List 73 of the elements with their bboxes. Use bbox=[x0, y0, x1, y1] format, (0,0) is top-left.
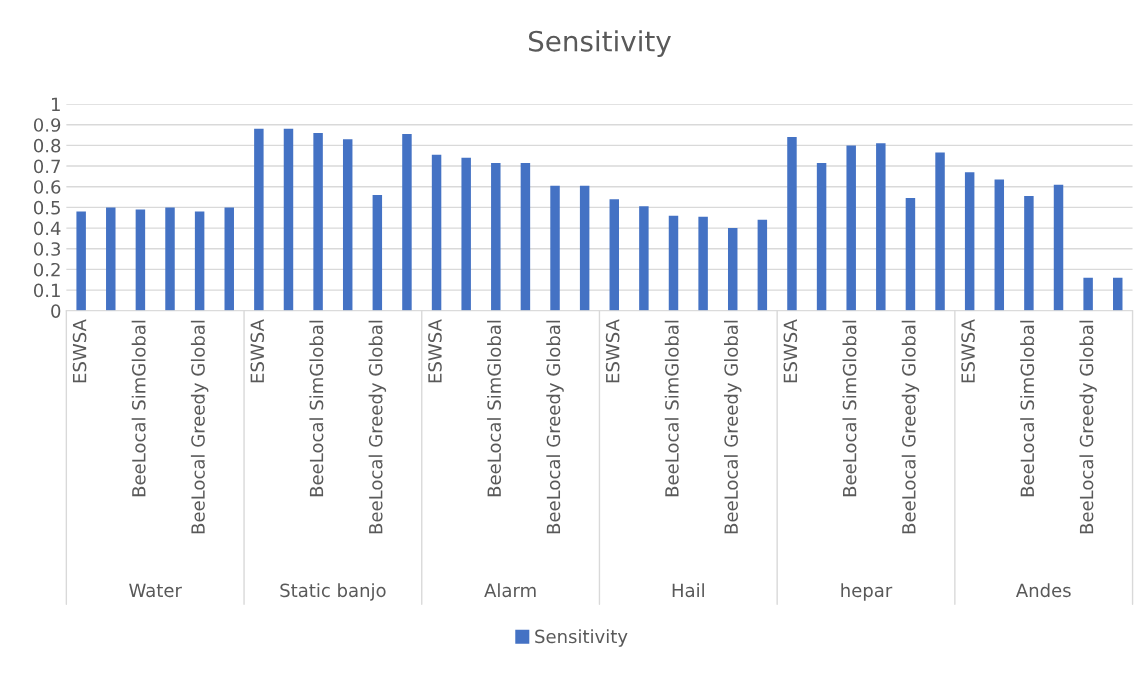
bar bbox=[757, 219, 768, 311]
x-tick-label: BeeLocal SimGlobal bbox=[664, 320, 679, 497]
bar bbox=[905, 198, 916, 311]
y-tick-label: 0.2 bbox=[33, 262, 60, 277]
bar bbox=[876, 143, 886, 311]
y-tick-label: 0.8 bbox=[33, 138, 61, 153]
x-tick-label: ESWSA bbox=[72, 319, 87, 383]
bar bbox=[431, 154, 442, 311]
x-tick-label: BeeLocal SimGlobal bbox=[487, 320, 502, 497]
bar bbox=[668, 215, 679, 311]
bar bbox=[846, 145, 856, 311]
x-tick-label: BeeLocal SimGlobal bbox=[309, 320, 324, 497]
chart-title: Sensitivity bbox=[528, 30, 671, 58]
bar bbox=[1083, 277, 1093, 311]
y-tick-label: 0.7 bbox=[33, 159, 60, 174]
bar bbox=[1053, 184, 1064, 311]
x-tick-label: BeeLocal Greedy Global bbox=[1079, 320, 1097, 534]
y-tick-label: 0.3 bbox=[33, 242, 61, 256]
bar bbox=[639, 206, 649, 311]
x-tick-label: BeeLocal SimGlobal bbox=[1020, 320, 1035, 497]
x-tick-label: BeeLocal SimGlobal bbox=[131, 320, 146, 497]
x-tick-label: ESWSA bbox=[605, 319, 620, 383]
bar bbox=[106, 207, 116, 311]
bar bbox=[787, 137, 797, 311]
bar bbox=[254, 128, 264, 311]
bar bbox=[165, 207, 175, 311]
bar bbox=[964, 172, 975, 311]
bar bbox=[698, 216, 708, 311]
y-tick-label: 0.4 bbox=[33, 221, 61, 236]
y-tick-label: 0 bbox=[51, 304, 61, 318]
x-tick-label: BeeLocal Greedy Global bbox=[190, 320, 209, 534]
x-tick-label: ESWSA bbox=[250, 319, 265, 383]
x-tick-label: ESWSA bbox=[961, 319, 975, 383]
bar bbox=[491, 162, 501, 311]
bar bbox=[342, 139, 353, 311]
bar bbox=[520, 162, 531, 311]
y-tick-label: 0.6 bbox=[33, 180, 61, 194]
bar bbox=[935, 152, 945, 311]
x-tick-label: BeeLocal Greedy Global bbox=[368, 320, 387, 534]
x-tick-label: ESWSA bbox=[428, 319, 442, 383]
bar bbox=[283, 128, 294, 311]
x-tick-label: BeeLocal SimGlobal bbox=[842, 320, 857, 497]
bar bbox=[1113, 277, 1123, 311]
bar bbox=[313, 132, 323, 311]
bar bbox=[76, 211, 86, 311]
x-tick-label: BeeLocal Greedy Global bbox=[546, 320, 564, 534]
text: Andes bbox=[1015, 583, 1071, 598]
bar bbox=[372, 195, 383, 311]
text: hepar bbox=[841, 583, 893, 601]
bar bbox=[727, 228, 738, 311]
y-tick-label: 1 bbox=[51, 97, 60, 111]
y-tick-label: 0.1 bbox=[33, 283, 60, 298]
bar bbox=[402, 134, 412, 311]
bar bbox=[224, 207, 234, 311]
x-tick-label: BeeLocal Greedy Global bbox=[723, 320, 742, 534]
text: Water bbox=[129, 583, 182, 598]
bar bbox=[609, 199, 619, 311]
text: Hail bbox=[672, 583, 704, 598]
y-tick-label: 0.9 bbox=[33, 118, 61, 132]
bar bbox=[461, 157, 471, 311]
bar bbox=[1024, 196, 1034, 311]
bar bbox=[994, 179, 1005, 311]
text: Static banjo bbox=[280, 583, 386, 601]
text: Alarm bbox=[484, 583, 536, 598]
x-tick-label: ESWSA bbox=[783, 319, 798, 383]
bar bbox=[550, 185, 560, 311]
bar bbox=[816, 162, 827, 311]
x-tick-label: BeeLocal Greedy Global bbox=[901, 320, 920, 534]
bar bbox=[579, 185, 590, 311]
bar bbox=[194, 211, 205, 311]
y-tick-label: 0.5 bbox=[33, 200, 60, 215]
legend-label: Sensitivity bbox=[535, 629, 628, 647]
bar bbox=[135, 209, 146, 311]
